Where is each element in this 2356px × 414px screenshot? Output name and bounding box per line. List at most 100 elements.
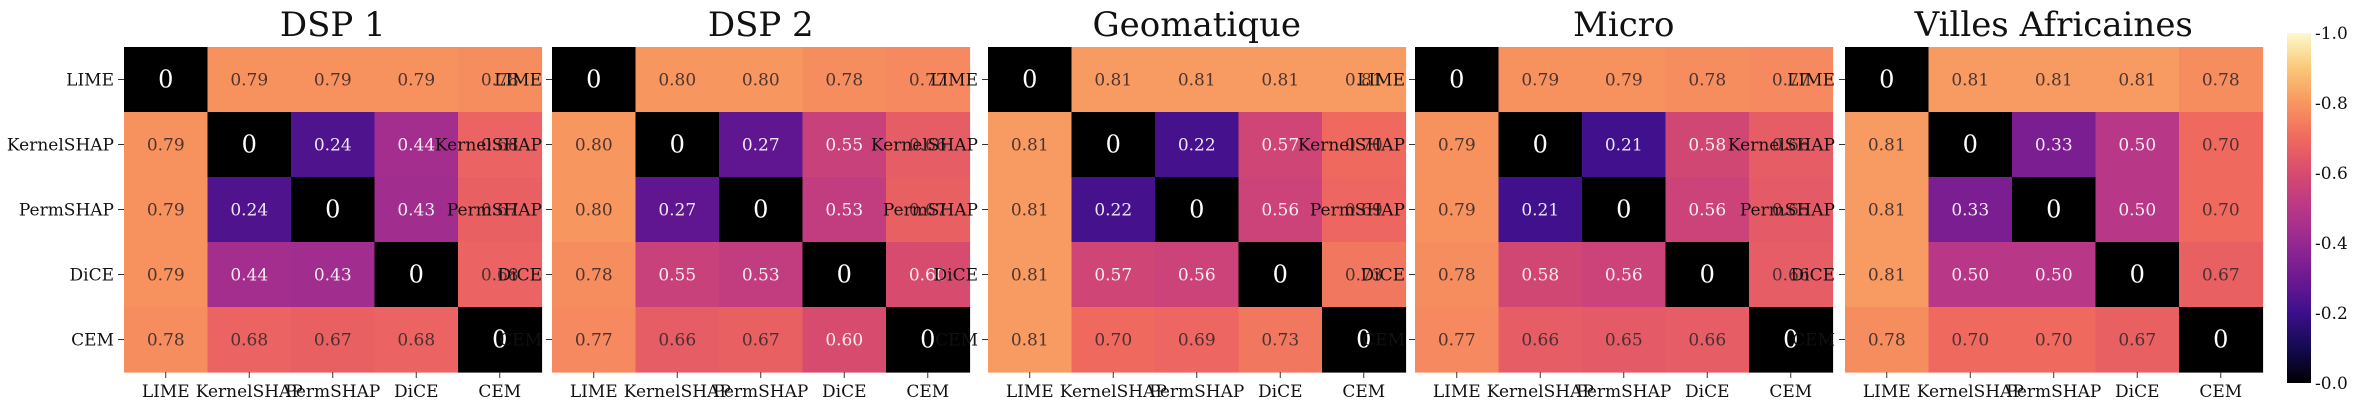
y-tick-label: LIME bbox=[1357, 71, 1405, 91]
heatmap-cell bbox=[886, 112, 971, 178]
heatmap-cell bbox=[1749, 307, 1834, 373]
heatmap-cell bbox=[1845, 177, 1930, 243]
heatmap-cell bbox=[1665, 242, 1750, 308]
x-tick-label: PermSHAP bbox=[1149, 382, 1244, 402]
y-tick-label: KernelSHAP bbox=[1298, 136, 1405, 156]
cell-value-label: 0.60 bbox=[909, 266, 947, 286]
heatmap-cell bbox=[1665, 112, 1750, 178]
heatmap-cell bbox=[458, 47, 543, 113]
cell-value-label: 0.81 bbox=[1868, 201, 1906, 221]
heatmap-cell bbox=[1322, 112, 1407, 178]
cell-value-label: 0.81 bbox=[1868, 136, 1906, 156]
heatmap-cell bbox=[1665, 307, 1750, 373]
heatmap-cell bbox=[1498, 242, 1583, 308]
cell-value-label: 0.81 bbox=[1261, 71, 1299, 91]
heatmap-cell bbox=[207, 307, 292, 373]
colorbar-tick-label: -0.8 bbox=[2315, 94, 2348, 114]
heatmap-cell bbox=[2095, 47, 2180, 113]
heatmap-cell bbox=[1155, 177, 1240, 243]
heatmap-cell bbox=[1238, 112, 1323, 178]
cell-value-label: 0.81 bbox=[1951, 71, 1989, 91]
cell-value-label: 0.66 bbox=[909, 136, 947, 156]
cell-value-label: 0 bbox=[1533, 131, 1548, 159]
cell-value-label: 0.77 bbox=[909, 71, 947, 91]
x-tick-label: CEM bbox=[1342, 382, 1385, 402]
cell-value-label: 0 bbox=[2213, 326, 2228, 354]
heatmap-cell bbox=[2179, 177, 2264, 243]
y-tick-label: DiCE bbox=[498, 266, 542, 286]
heatmap-cell bbox=[802, 177, 887, 243]
cell-value-label: 0.53 bbox=[825, 201, 863, 221]
heatmap-cell bbox=[802, 242, 887, 308]
heatmap-cell bbox=[458, 307, 543, 373]
heatmap-cell bbox=[291, 177, 376, 243]
y-tick-label: DiCE bbox=[934, 266, 978, 286]
heatmap-cell bbox=[1155, 242, 1240, 308]
cell-value-label: 0.55 bbox=[658, 266, 696, 286]
colorbar-tick-label: -0.0 bbox=[2315, 374, 2348, 394]
cell-value-label: 0.79 bbox=[314, 71, 352, 91]
cell-value-label: 0.43 bbox=[314, 266, 352, 286]
heatmap-cell bbox=[1749, 47, 1834, 113]
x-tick-label: KernelSHAP bbox=[1060, 382, 1167, 402]
heatmap-cell bbox=[2095, 307, 2180, 373]
cell-value-label: 0.67 bbox=[742, 331, 780, 351]
cell-value-label: 0 bbox=[753, 196, 768, 224]
heatmap-cell bbox=[2012, 177, 2097, 243]
cell-value-label: 0.68 bbox=[397, 331, 435, 351]
cell-value-label: 0.69 bbox=[1345, 201, 1383, 221]
x-tick-label: DiCE bbox=[822, 382, 866, 402]
cell-value-label: 0.65 bbox=[1772, 201, 1810, 221]
heatmap-cell bbox=[2095, 177, 2180, 243]
heatmap-cell bbox=[1498, 47, 1583, 113]
cell-value-label: 0 bbox=[1700, 261, 1715, 289]
heatmap-cell bbox=[1498, 112, 1583, 178]
x-tick-label: PermSHAP bbox=[2006, 382, 2101, 402]
heatmap-cell bbox=[2012, 307, 2097, 373]
cell-value-label: 0.44 bbox=[230, 266, 268, 286]
heatmap-cell bbox=[886, 242, 971, 308]
heatmap-cell bbox=[1071, 177, 1156, 243]
cell-value-label: 0.21 bbox=[1605, 136, 1643, 156]
heatmap-cell bbox=[1749, 242, 1834, 308]
cell-value-label: 0.22 bbox=[1178, 136, 1216, 156]
heatmap-cell bbox=[1155, 307, 1240, 373]
cell-value-label: 0.81 bbox=[1178, 71, 1216, 91]
y-tick-label: LIME bbox=[494, 71, 542, 91]
cell-value-label: 0.58 bbox=[1688, 136, 1726, 156]
cell-value-label: 0.78 bbox=[481, 71, 519, 91]
heatmap-cell bbox=[988, 307, 1073, 373]
x-tick-label: DiCE bbox=[1258, 382, 1302, 402]
heatmap-cell bbox=[2012, 242, 2097, 308]
cell-value-label: 0.43 bbox=[397, 201, 435, 221]
cell-value-label: 0.81 bbox=[2035, 71, 2073, 91]
cell-value-label: 0.66 bbox=[658, 331, 696, 351]
heatmap-cell bbox=[291, 242, 376, 308]
cell-value-label: 0.81 bbox=[1011, 136, 1049, 156]
x-tick-label: KernelSHAP bbox=[196, 382, 303, 402]
y-tick-label: DiCE bbox=[1361, 266, 1405, 286]
cell-value-label: 0.70 bbox=[2202, 201, 2240, 221]
y-tick-label: KernelSHAP bbox=[435, 136, 542, 156]
colorbar-tick-label: -0.4 bbox=[2315, 234, 2348, 254]
heatmap-cell bbox=[2012, 112, 2097, 178]
cell-value-label: 0.60 bbox=[825, 331, 863, 351]
heatmap-cell bbox=[1928, 177, 2013, 243]
cell-value-label: 0.27 bbox=[742, 136, 780, 156]
cell-value-label: 0.78 bbox=[147, 331, 185, 351]
heatmap-cell bbox=[552, 47, 637, 113]
heatmap-cell bbox=[291, 307, 376, 373]
cell-value-label: 0.56 bbox=[1178, 266, 1216, 286]
heatmap-cell bbox=[458, 112, 543, 178]
cell-value-label: 0.79 bbox=[147, 136, 185, 156]
cell-value-label: 0 bbox=[1783, 326, 1798, 354]
heatmap-cell bbox=[1845, 307, 1930, 373]
x-tick-label: KernelSHAP bbox=[624, 382, 731, 402]
cell-value-label: 0 bbox=[409, 261, 424, 289]
heatmap-cell bbox=[1238, 47, 1323, 113]
heatmap-cell bbox=[1845, 47, 1930, 113]
heatmap-cell bbox=[1415, 47, 1500, 113]
heatmap-cell bbox=[988, 47, 1073, 113]
heatmap-cell bbox=[552, 242, 637, 308]
cell-value-label: 0.78 bbox=[1688, 71, 1726, 91]
